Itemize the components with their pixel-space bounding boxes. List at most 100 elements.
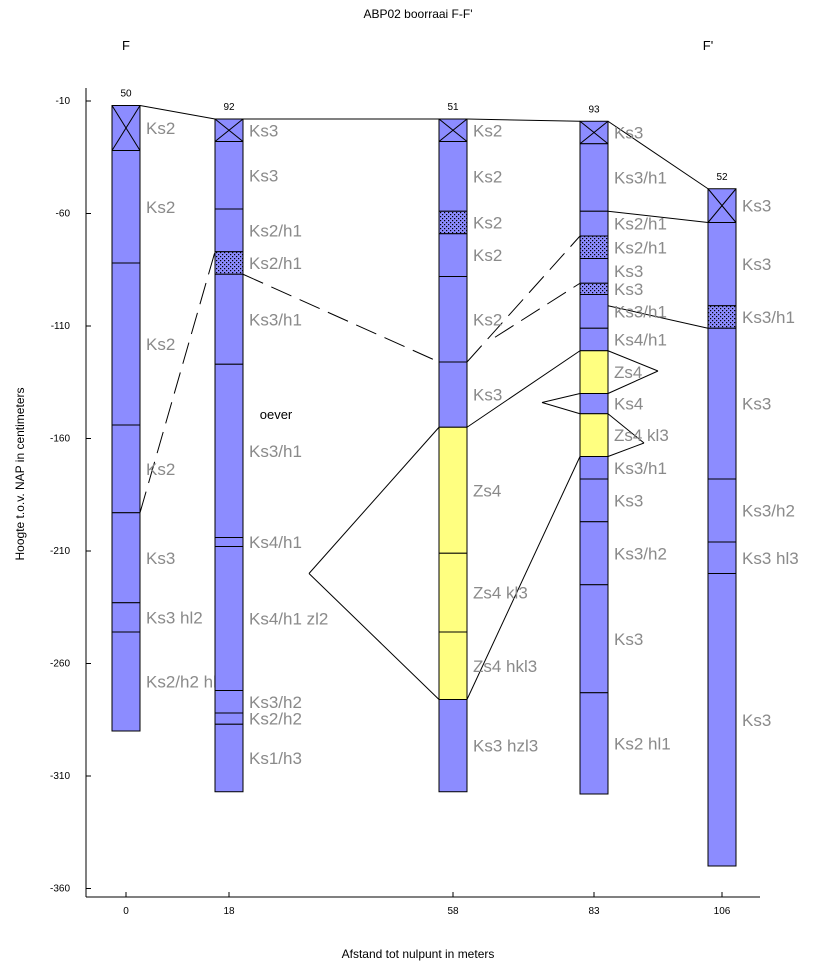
layer-label: Ks3	[614, 491, 643, 510]
y-tick-label: -60	[56, 209, 71, 220]
layer-label: Ks4/h1 zl2	[249, 610, 328, 629]
x-tick-label: 0	[123, 906, 129, 917]
layer-label: Ks3/h1	[614, 302, 667, 321]
layer-label: Ks2/h1	[249, 254, 302, 273]
plot-frame	[85, 88, 760, 898]
layer-clay	[707, 478, 737, 543]
section-end-left: F	[122, 38, 130, 53]
layer-sand	[438, 552, 468, 633]
layer-sand	[438, 631, 468, 700]
layer-label: Ks2	[146, 335, 175, 354]
layer-label: Ks3	[614, 280, 643, 299]
layer-clay	[214, 723, 244, 793]
layer-label: Zs4	[614, 363, 642, 382]
layer-label: Ks2/h1	[614, 215, 667, 234]
layer-clay	[707, 327, 737, 480]
sand-lens-outline	[541, 402, 581, 415]
borehole-51: Ks2 Ks2 Ks2 Ks2 Ks2 Ks3 Zs4 Zs4 kl3 Zs4 hkl3 Ks3 …	[438, 102, 538, 793]
borehole-50: Ks2 Ks2 Ks2 Ks2 Ks3 Ks3 hl2 Ks2/h2 hl2 50	[111, 89, 226, 732]
layer-clay	[579, 478, 609, 523]
layer-label: Ks3	[614, 262, 643, 281]
dashed-correlation	[494, 282, 581, 338]
borehole-id: 52	[716, 172, 728, 183]
x-tick-label: 18	[223, 906, 235, 917]
layer-label: Ks3/h1	[614, 459, 667, 478]
layer-label: Ks4/h1	[249, 533, 302, 552]
layer-label: Ks3 hl2	[146, 608, 203, 627]
layer-label: Ks3/h2	[614, 544, 667, 563]
layer-dots	[707, 305, 737, 329]
layer-clay	[111, 424, 141, 514]
layer-label: Ks3 hl3	[742, 549, 799, 568]
layer-label: Ks3/h1	[614, 169, 667, 188]
layer-clay	[707, 573, 737, 867]
layer-clay	[438, 361, 468, 428]
layer-label: Ks3	[146, 549, 175, 568]
layer-label: Ks3/h1	[742, 308, 795, 327]
layer-dots	[438, 210, 468, 235]
y-tick-label: -260	[50, 659, 70, 670]
surface-line	[466, 118, 581, 122]
layer-label: Ks3	[473, 386, 502, 405]
layer-label: Ks2 hl1	[614, 734, 671, 753]
layer-label: Ks2	[146, 460, 175, 479]
y-tick-label: -210	[50, 546, 70, 557]
layer-label: Ks2/h1	[249, 221, 302, 240]
correlation-lines	[139, 105, 709, 700]
borehole-92: Ks3 Ks3 Ks2/h1 Ks2/h1 Ks3/h1 Ks3/h1 Ks4/h1 Ks4/…	[214, 102, 328, 793]
borehole-id: 93	[588, 104, 600, 115]
layer-label: Ks2	[473, 214, 502, 233]
layer-clay	[111, 262, 141, 426]
layer-clay	[214, 546, 244, 691]
layer-sand	[438, 426, 468, 554]
layer-clay	[579, 258, 609, 284]
y-tick-label: -10	[56, 96, 71, 107]
layer-clay	[214, 690, 244, 714]
layer-label: Ks3	[742, 395, 771, 414]
y-axis-ticks: -10 -60 -110 -160 -210 -260 -310 -360	[50, 96, 91, 895]
layer-label: Ks3	[614, 124, 643, 143]
layer-label: Ks2	[146, 119, 175, 138]
layer-label: Ks2	[146, 198, 175, 217]
y-tick-label: -160	[50, 434, 70, 445]
layer-clay	[214, 537, 244, 547]
borehole-52: Ks3 Ks3 Ks3/h1 Ks3 Ks3/h2 Ks3 hl3 Ks3 52	[707, 172, 799, 867]
section-end-right: F'	[703, 38, 713, 53]
borehole-93: Ks3Ks3/h1Ks2/h1Ks2/h1Ks3Ks3Ks3/h1Ks4/h1Z…	[579, 104, 671, 795]
layer-clay	[214, 363, 244, 538]
layer-clay	[579, 456, 609, 480]
sand-lens-outline	[308, 573, 440, 700]
sand-lens-outline	[607, 442, 645, 457]
layer-label: Ks3/h1	[249, 310, 302, 329]
y-tick-label: -110	[51, 321, 71, 332]
layer-clay	[214, 273, 244, 365]
layer-clay	[579, 294, 609, 329]
layer-label: Zs4	[473, 481, 501, 500]
surface-line	[607, 120, 709, 190]
layer-clay	[438, 276, 468, 363]
surface-line	[139, 105, 216, 120]
layer-clay	[214, 712, 244, 725]
layer-clay	[707, 541, 737, 574]
layer-label: Zs4 kl3	[473, 584, 528, 603]
layer-label: Ks3	[249, 166, 278, 185]
layer-clay	[111, 631, 141, 732]
layer-label: Ks2	[473, 310, 502, 329]
annotation-oever: oever	[260, 407, 293, 422]
peat-hatch	[707, 188, 737, 223]
layer-clay	[579, 521, 609, 586]
y-tick-label: -310	[50, 771, 70, 782]
layer-clay	[579, 143, 609, 212]
layer-clay	[111, 150, 141, 264]
dashed-correlation	[242, 273, 440, 363]
layer-label: Zs4 hkl3	[473, 657, 537, 676]
x-tick-label: 106	[714, 906, 731, 917]
layer-label: Ks2/h2	[249, 710, 302, 729]
layer-clay	[579, 327, 609, 352]
layer-clay	[707, 222, 737, 307]
sand-lens-outline	[466, 456, 581, 700]
layer-label: Ks4/h1	[614, 331, 667, 350]
sand-lens-outline	[607, 350, 659, 372]
